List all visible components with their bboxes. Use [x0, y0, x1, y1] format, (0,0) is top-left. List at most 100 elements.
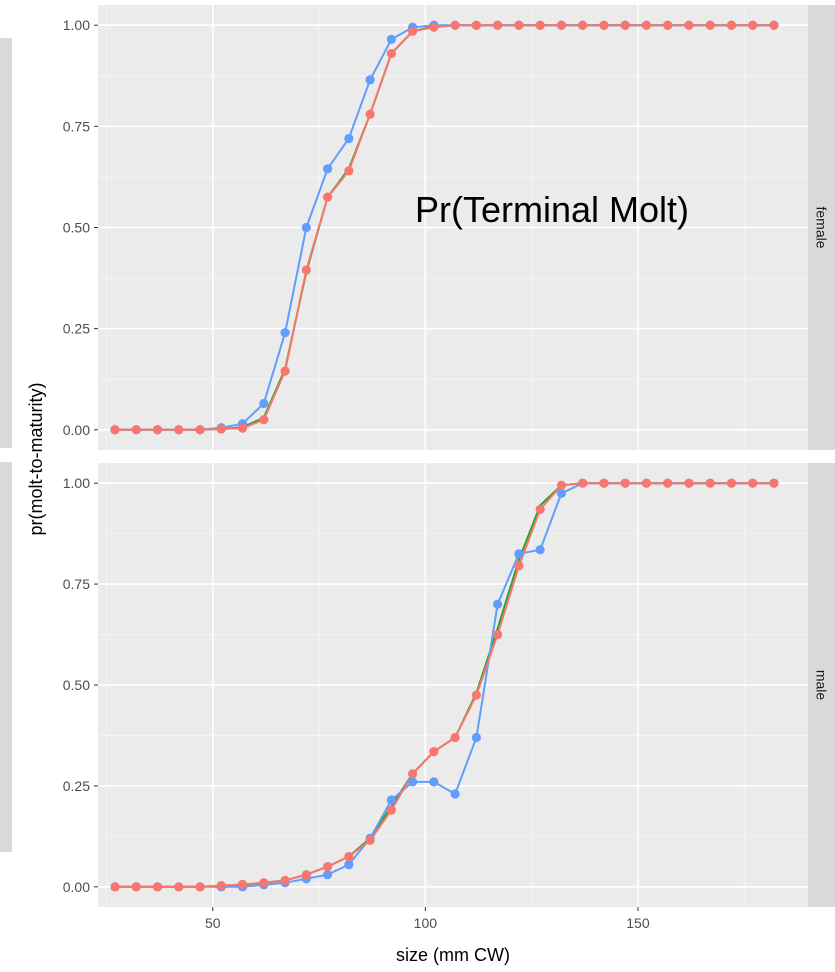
data-point-red — [322, 192, 333, 202]
data-point-red — [195, 425, 205, 435]
data-point-red — [152, 425, 163, 435]
data-point-blue — [556, 488, 567, 498]
data-point-red — [556, 20, 567, 30]
data-point-red — [599, 478, 609, 488]
data-point-red — [641, 478, 652, 488]
data-point-red — [301, 870, 311, 880]
data-point-blue — [386, 795, 396, 805]
data-point-red — [174, 425, 184, 435]
data-point-blue — [344, 860, 354, 870]
data-point-red — [748, 20, 758, 30]
x-tick-label: 50 — [205, 915, 221, 931]
data-point-red — [408, 26, 418, 36]
data-point-blue — [471, 732, 481, 743]
data-point-red — [365, 109, 375, 119]
facet-panels: 0.000.250.500.751.00female0.000.250.500.… — [63, 5, 835, 931]
data-point-red — [450, 20, 460, 30]
data-point-red — [195, 882, 205, 892]
data-point-blue — [322, 870, 333, 880]
data-point-red — [514, 561, 524, 571]
y-tick-label: 0.75 — [63, 576, 90, 592]
data-point-red — [514, 20, 524, 30]
data-point-red — [578, 478, 588, 488]
data-point-red — [769, 20, 779, 30]
data-point-red — [641, 20, 652, 30]
data-point-red — [259, 878, 269, 888]
data-point-blue — [322, 164, 333, 174]
data-point-red — [259, 415, 269, 425]
data-point-red — [429, 22, 439, 32]
y-axis-title: pr(molt-to-maturity) — [26, 382, 46, 535]
data-point-red — [556, 480, 567, 490]
data-point-red — [663, 478, 673, 488]
data-point-red — [152, 882, 163, 892]
data-point-blue — [450, 789, 460, 799]
data-point-red — [216, 424, 226, 434]
chart-annotation: Pr(Terminal Molt) — [415, 189, 689, 230]
data-point-red — [748, 478, 758, 488]
data-point-red — [493, 20, 503, 30]
y-tick-label: 0.25 — [63, 321, 90, 337]
left-strip-fragments — [0, 38, 12, 852]
data-point-red — [684, 478, 694, 488]
y-tick-label: 0.00 — [63, 879, 90, 895]
data-point-red — [769, 478, 779, 488]
data-point-red — [280, 875, 290, 885]
data-point-red — [131, 425, 141, 435]
facet-strip-label: male — [814, 670, 830, 701]
y-tick-label: 1.00 — [63, 475, 90, 491]
data-point-red — [450, 732, 460, 743]
data-point-red — [174, 882, 184, 892]
y-tick-label: 0.50 — [63, 677, 90, 693]
y-tick-label: 0.50 — [63, 220, 90, 236]
y-tick-label: 0.75 — [63, 118, 90, 134]
data-point-red — [535, 504, 545, 515]
y-tick-label: 0.00 — [63, 422, 90, 438]
data-point-red — [471, 20, 481, 30]
data-point-red — [493, 629, 503, 640]
data-point-red — [216, 881, 226, 891]
data-point-blue — [301, 222, 311, 233]
data-point-blue — [429, 777, 439, 787]
data-point-blue — [280, 328, 290, 338]
x-axis: 50 100 150 — [205, 907, 650, 931]
facet-strip — [808, 463, 835, 907]
data-point-red — [280, 366, 290, 376]
data-point-red — [726, 20, 737, 30]
data-point-red — [237, 879, 248, 889]
data-point-red — [578, 20, 588, 30]
data-point-red — [620, 478, 630, 488]
data-point-blue — [365, 75, 375, 85]
data-point-blue — [493, 599, 503, 609]
data-point-red — [365, 835, 375, 846]
data-point-red — [386, 48, 396, 59]
data-point-red — [684, 20, 694, 30]
data-point-red — [386, 805, 396, 815]
data-point-red — [237, 423, 248, 433]
data-point-blue — [408, 777, 418, 787]
data-point-red — [471, 690, 481, 700]
x-axis-title: size (mm CW) — [396, 945, 510, 965]
data-point-blue — [344, 133, 354, 144]
data-point-red — [344, 166, 354, 176]
data-point-blue — [535, 545, 545, 555]
data-point-red — [131, 882, 141, 892]
left-strip-top — [0, 38, 12, 448]
data-point-blue — [386, 34, 396, 44]
data-point-red — [663, 20, 673, 30]
data-point-red — [344, 851, 354, 862]
facet-strip-label: female — [814, 206, 830, 248]
data-point-red — [429, 747, 439, 757]
panel-male: 0.00 0.25 0.50 0.75 1.00 male — [63, 463, 835, 907]
data-point-red — [110, 425, 120, 435]
data-point-red — [408, 769, 418, 779]
data-point-red — [110, 882, 120, 892]
data-point-red — [535, 20, 545, 30]
x-tick-label: 150 — [626, 915, 650, 931]
data-point-blue — [514, 549, 524, 559]
left-strip-bottom — [0, 462, 12, 852]
y-tick-label: 1.00 — [63, 17, 90, 33]
panel-female: 0.00 0.25 0.50 0.75 1.00 female — [63, 5, 835, 450]
x-tick-label: 100 — [414, 915, 438, 931]
data-point-red — [322, 862, 333, 872]
